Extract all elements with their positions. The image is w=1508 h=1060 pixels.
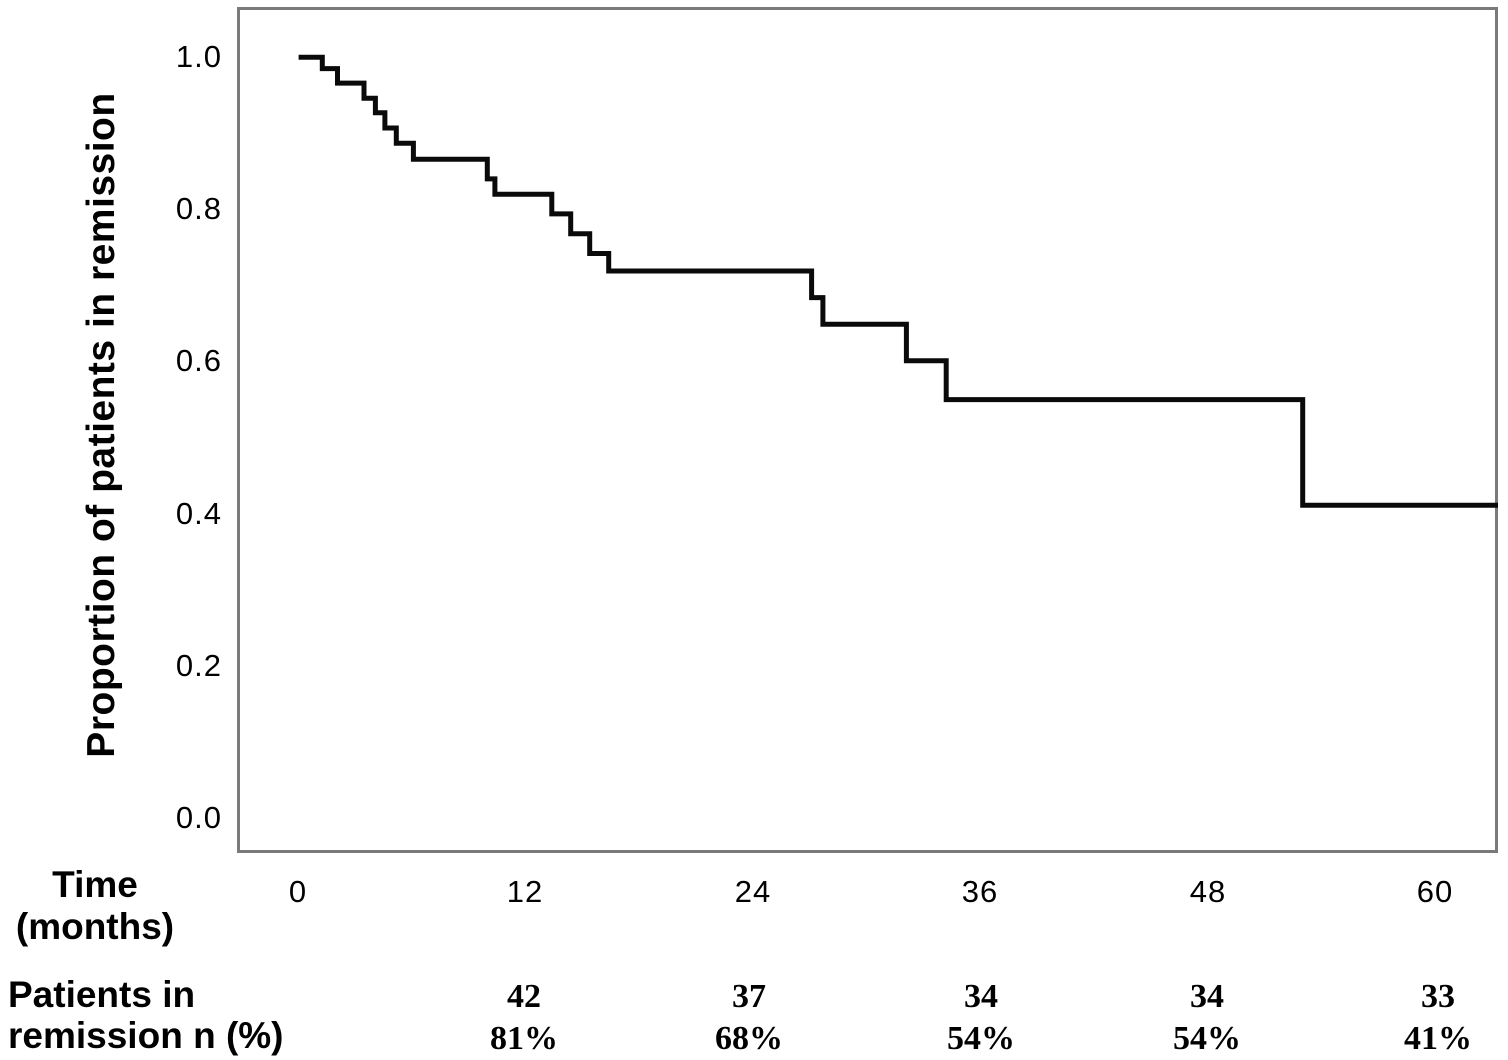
y-tick-label-0.0: 0.0 xyxy=(175,800,222,835)
risk-table-label-line1: Patients in xyxy=(8,974,196,1015)
risk-n-value: 34 xyxy=(964,978,998,1015)
risk-n-value: 34 xyxy=(1190,978,1224,1015)
risk-pct-value: 68% xyxy=(715,1020,783,1057)
risk-n-value: 37 xyxy=(732,978,766,1015)
x-axis-title-line1: Time xyxy=(52,864,138,905)
risk-table-label-line2: remission n (%) xyxy=(8,1015,284,1056)
x-tick-label-0: 0 xyxy=(288,874,308,909)
plot-border xyxy=(237,7,1498,853)
risk-table-column-12: 42 81% xyxy=(454,976,594,1060)
risk-pct-value: 41% xyxy=(1404,1020,1472,1057)
risk-n-value: 42 xyxy=(507,978,541,1015)
risk-n-value: 33 xyxy=(1421,978,1455,1015)
x-tick-label-12: 12 xyxy=(506,874,544,909)
risk-pct-value: 81% xyxy=(490,1020,558,1057)
risk-table-column-60: 33 41% xyxy=(1368,976,1508,1060)
x-axis-title-line2: (months) xyxy=(15,906,175,947)
risk-table-label: Patients in remission n (%) xyxy=(8,974,284,1056)
y-tick-label-0.8: 0.8 xyxy=(175,191,222,226)
y-tick-label-0.4: 0.4 xyxy=(175,496,222,531)
risk-pct-value: 54% xyxy=(947,1020,1015,1057)
km-curve-path xyxy=(298,54,1498,508)
risk-table-column-24: 37 68% xyxy=(679,976,819,1060)
plot-area xyxy=(237,7,1498,853)
risk-table-column-48: 34 54% xyxy=(1137,976,1277,1060)
x-tick-label-24: 24 xyxy=(734,874,772,909)
y-tick-label-0.2: 0.2 xyxy=(175,648,222,683)
y-tick-label-0.6: 0.6 xyxy=(175,343,222,378)
x-tick-label-36: 36 xyxy=(961,874,999,909)
x-tick-label-48: 48 xyxy=(1189,874,1227,909)
risk-pct-value: 54% xyxy=(1173,1020,1241,1057)
y-tick-label-1.0: 1.0 xyxy=(175,39,222,74)
risk-table-column-36: 34 54% xyxy=(911,976,1051,1060)
x-axis-title: Time (months) xyxy=(0,864,190,948)
x-tick-label-60: 60 xyxy=(1416,874,1454,909)
